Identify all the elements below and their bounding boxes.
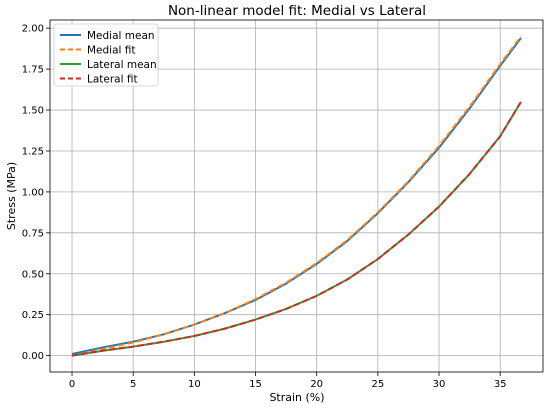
series-line-lateral-mean <box>71 101 522 357</box>
x-tick-label: 0 <box>69 379 75 390</box>
x-tick-label: 35 <box>494 379 507 390</box>
y-tick-label: 0.75 <box>22 228 44 239</box>
y-tick-label: 1.50 <box>22 106 44 117</box>
x-tick-label: 5 <box>130 379 136 390</box>
x-tick-label: 25 <box>371 379 384 390</box>
x-tick-label: 10 <box>188 379 201 390</box>
plot-frame <box>49 19 544 373</box>
legend-label: Medial fit <box>87 44 136 56</box>
x-tick-label: 30 <box>433 379 446 390</box>
ticks: 0 5 10 15 20 25 30 35 0.00 0.25 0.50 0.75 1.00 1.25 1.… <box>22 24 507 390</box>
y-tick-label: 1.00 <box>22 187 44 198</box>
y-axis-label: Stress (MPa) <box>5 162 18 230</box>
x-tick-label: 20 <box>310 379 323 390</box>
legend-label: Lateral fit <box>87 73 138 85</box>
y-tick-label: 1.75 <box>22 65 44 76</box>
x-tick-label: 15 <box>249 379 262 390</box>
y-tick-label: 0.50 <box>22 269 44 280</box>
legend-box <box>53 23 159 87</box>
series-line-lateral-fit <box>71 101 522 357</box>
x-axis-label: Strain (%) <box>269 391 324 404</box>
legend-label: Medial mean <box>87 30 155 42</box>
chart-title: Non-linear model fit: Medial vs Lateral <box>168 3 426 19</box>
series-layer <box>71 35 522 357</box>
grid <box>50 20 543 372</box>
y-tick-label: 1.25 <box>22 146 44 157</box>
y-tick-label: 0.25 <box>22 310 44 321</box>
series-line-medial-fit <box>71 35 522 357</box>
y-tick-label: 2.00 <box>22 24 44 35</box>
legend: Medial mean Medial fit Lateral mean Lateral… <box>53 23 159 87</box>
y-tick-label: 0.00 <box>22 351 44 362</box>
legend-label: Lateral mean <box>87 59 157 71</box>
